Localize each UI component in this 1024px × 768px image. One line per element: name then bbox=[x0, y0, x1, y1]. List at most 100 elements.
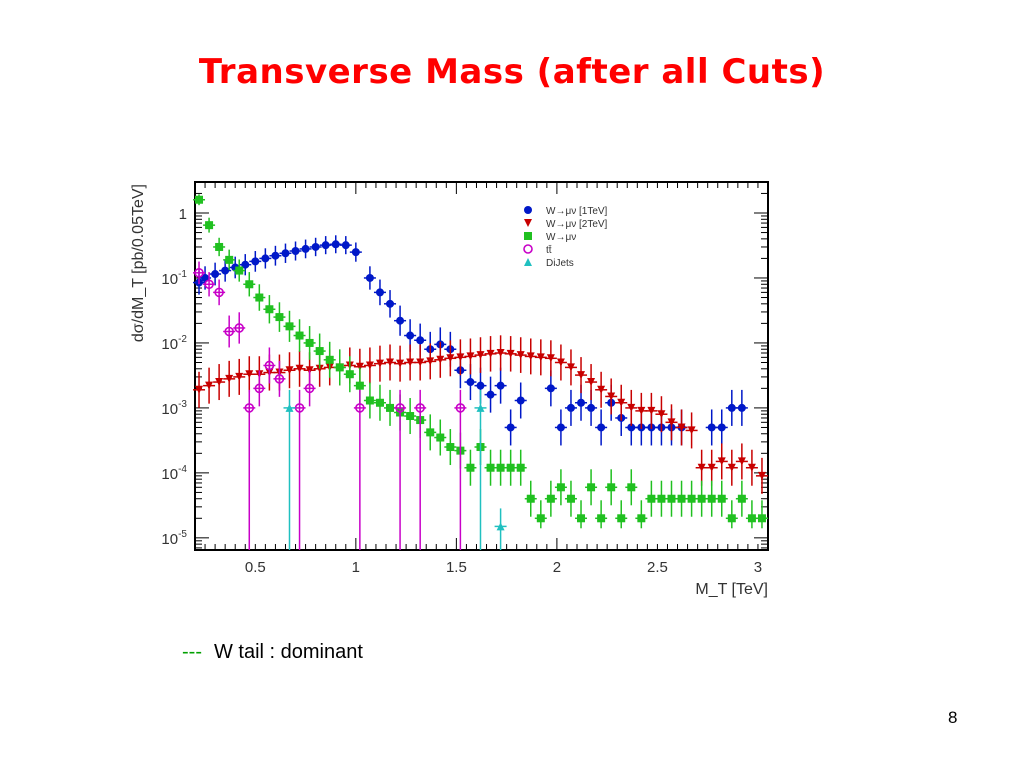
plot-border bbox=[194, 181, 769, 551]
data-point bbox=[486, 349, 495, 358]
data-point bbox=[697, 494, 706, 503]
data-point bbox=[476, 381, 485, 390]
data-point bbox=[245, 280, 254, 289]
data-point bbox=[225, 374, 234, 383]
data-point bbox=[315, 364, 324, 373]
data-point bbox=[546, 384, 555, 393]
x-tick-label: 1.5 bbox=[446, 559, 467, 576]
data-point bbox=[506, 463, 515, 472]
data-point bbox=[285, 366, 294, 375]
data-point bbox=[335, 363, 344, 372]
series-3 bbox=[193, 261, 467, 550]
data-point bbox=[295, 331, 304, 340]
data-point bbox=[195, 195, 204, 204]
data-point bbox=[274, 374, 285, 384]
data-point bbox=[285, 403, 294, 412]
page-number: 8 bbox=[948, 708, 958, 727]
data-point bbox=[345, 370, 354, 379]
data-point bbox=[241, 260, 250, 269]
data-point bbox=[304, 383, 315, 394]
data-point bbox=[717, 457, 726, 466]
data-point bbox=[506, 423, 515, 432]
data-point bbox=[757, 514, 766, 523]
data-point bbox=[607, 392, 616, 401]
data-point bbox=[235, 372, 244, 381]
data-point bbox=[476, 351, 485, 360]
data-point bbox=[205, 381, 214, 390]
data-point bbox=[566, 403, 575, 412]
data-point bbox=[375, 398, 384, 407]
data-point bbox=[577, 398, 586, 407]
data-point bbox=[426, 357, 435, 366]
data-point bbox=[281, 249, 290, 258]
data-point bbox=[516, 351, 525, 360]
data-point bbox=[707, 494, 716, 503]
data-point bbox=[727, 463, 736, 472]
data-point bbox=[234, 323, 245, 333]
data-point bbox=[717, 423, 726, 432]
series-layer bbox=[193, 194, 768, 550]
data-point bbox=[627, 423, 636, 432]
data-point bbox=[301, 244, 310, 253]
data-point bbox=[255, 293, 264, 302]
slide-note: --- W tail : dominant bbox=[182, 641, 363, 664]
data-point bbox=[597, 385, 606, 394]
series-4 bbox=[283, 389, 507, 550]
data-point bbox=[386, 403, 395, 412]
data-point bbox=[597, 423, 606, 432]
x-tick-label: 0.5 bbox=[245, 559, 266, 576]
data-point bbox=[365, 361, 374, 370]
legend-label: W→μν bbox=[546, 232, 576, 243]
data-point bbox=[597, 514, 606, 523]
data-point bbox=[446, 354, 455, 363]
data-point bbox=[285, 322, 294, 331]
data-point bbox=[566, 363, 575, 372]
legend-label: DiJets bbox=[546, 258, 574, 269]
data-point bbox=[526, 352, 535, 361]
data-point bbox=[486, 463, 495, 472]
data-point bbox=[647, 494, 656, 503]
data-point bbox=[737, 457, 746, 466]
x-axis-ticks: 0.5 1 1.5 2 2.5 3 bbox=[204, 182, 762, 576]
y-tick-label: 1 bbox=[179, 206, 187, 223]
data-point bbox=[556, 483, 565, 492]
x-tick-label: 2.5 bbox=[647, 559, 668, 576]
data-point bbox=[466, 352, 475, 361]
data-point bbox=[291, 247, 300, 256]
data-point bbox=[577, 514, 586, 523]
data-point bbox=[426, 428, 435, 437]
data-point bbox=[375, 359, 384, 368]
data-point bbox=[195, 385, 204, 394]
data-point bbox=[476, 403, 485, 412]
data-point bbox=[587, 403, 596, 412]
data-point bbox=[496, 463, 505, 472]
data-point bbox=[587, 378, 596, 387]
data-point bbox=[396, 359, 405, 368]
data-point bbox=[687, 494, 696, 503]
data-point bbox=[446, 443, 455, 452]
data-point bbox=[667, 494, 676, 503]
data-point bbox=[251, 257, 260, 266]
data-point bbox=[496, 349, 505, 358]
data-point bbox=[215, 378, 224, 387]
data-point bbox=[205, 221, 214, 230]
y-axis-ticks: 10-5 10-4 10-3 10-2 10-1 1 bbox=[161, 181, 768, 549]
data-point bbox=[275, 313, 284, 322]
data-point bbox=[727, 514, 736, 523]
x-tick-label: 3 bbox=[754, 559, 762, 576]
data-point bbox=[566, 494, 575, 503]
y-axis-label: dσ/dM_T [pb/0.05TeV] bbox=[130, 184, 147, 342]
data-point bbox=[546, 494, 555, 503]
legend-marker bbox=[524, 219, 532, 227]
data-point bbox=[325, 355, 334, 364]
data-point bbox=[617, 514, 626, 523]
data-point bbox=[516, 396, 525, 405]
slide-title: Transverse Mass (after all Cuts) bbox=[198, 52, 826, 92]
data-point bbox=[386, 299, 395, 308]
data-point bbox=[637, 514, 646, 523]
legend-label: W→μν [1TeV] bbox=[546, 206, 608, 217]
data-point bbox=[244, 403, 255, 413]
legend-label: W→μν [2TeV] bbox=[546, 219, 608, 230]
data-point bbox=[245, 370, 254, 379]
